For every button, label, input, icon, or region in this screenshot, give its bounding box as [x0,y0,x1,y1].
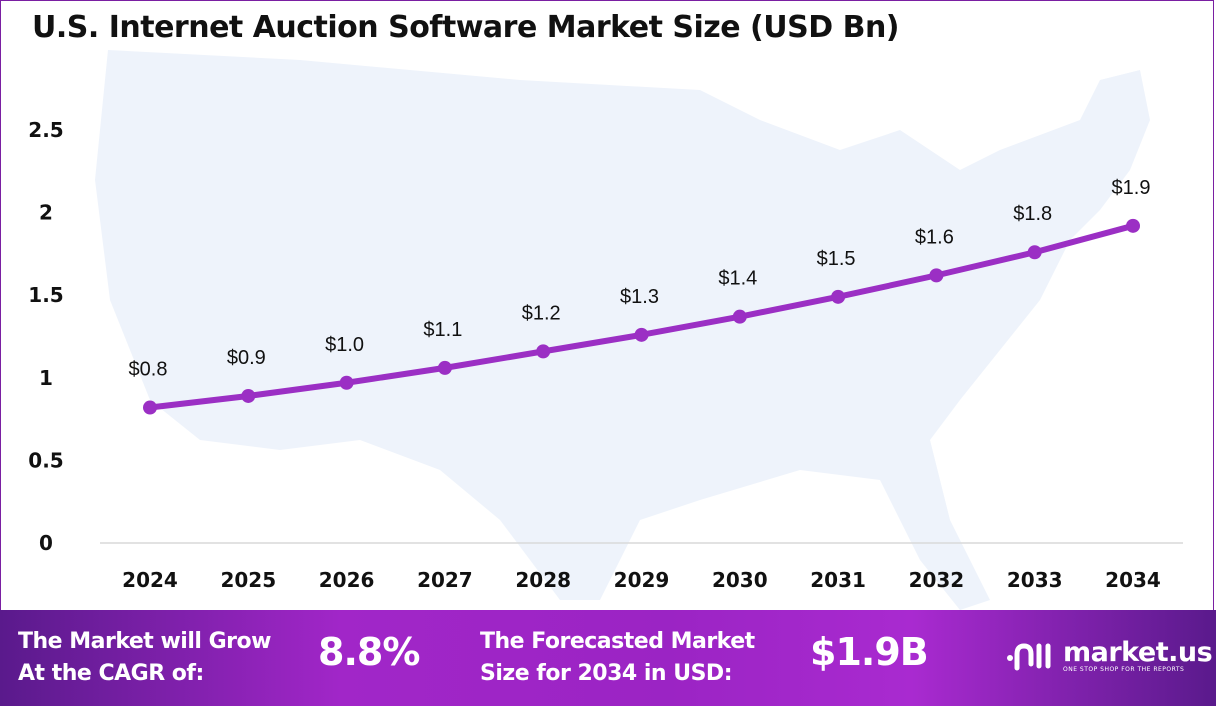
market-us-logo: market.us ONE STOP SHOP FOR THE REPORTS [1005,636,1213,674]
x-tick-label: 2034 [1105,568,1161,592]
chart-title: U.S. Internet Auction Software Market Si… [32,10,900,45]
cagr-value: 8.8% [318,630,420,674]
x-tick-label: 2024 [122,568,178,592]
data-label: $1.1 [423,319,462,341]
cagr-label-line1: The Market will Grow [18,629,271,654]
x-tick-label: 2026 [319,568,375,592]
chart-frame [0,0,1214,610]
data-label: $1.5 [817,248,856,270]
y-tick-label: 0 [39,531,53,555]
summary-banner: The Market will Grow At the CAGR of: 8.8… [0,610,1216,706]
data-point [634,327,649,342]
x-tick-label: 2031 [810,568,866,592]
data-point [732,309,747,324]
data-point [831,289,846,304]
data-point [1126,218,1140,233]
logo-name: market.us [1063,636,1213,668]
data-point [536,344,551,359]
data-label: $1.4 [718,268,757,290]
data-point [437,360,452,375]
y-tick-label: 1.5 [28,283,63,307]
data-label: $1.3 [620,286,659,308]
logo-tagline: ONE STOP SHOP FOR THE REPORTS [1063,665,1185,673]
data-point [241,388,256,403]
x-tick-label: 2027 [417,568,473,592]
data-label: $0.8 [129,359,168,381]
data-label: $1.6 [915,226,954,248]
y-tick-label: 2.5 [28,118,63,142]
forecast-label-line1: The Forecasted Market [480,629,755,654]
data-point [143,400,157,415]
cagr-label-line2: At the CAGR of: [18,661,204,686]
data-label: $0.9 [227,347,266,369]
forecast-value: $1.9B [810,630,929,674]
forecast-label: The Forecasted Market Size for 2034 in U… [480,626,755,690]
data-label: $1.2 [522,302,561,324]
data-point [339,375,354,390]
x-tick-label: 2030 [712,568,768,592]
x-tick-label: 2028 [515,568,571,592]
data-label: $1.8 [1013,203,1052,225]
us-map-background [95,50,1150,610]
data-point [929,268,944,283]
data-point [1027,245,1042,260]
x-tick-label: 2033 [1007,568,1063,592]
y-tick-label: 2 [39,201,53,225]
y-tick-label: 0.5 [28,448,63,472]
cagr-label: The Market will Grow At the CAGR of: [18,626,271,690]
x-tick-label: 2029 [614,568,670,592]
market-us-logo-icon [1007,643,1051,671]
y-tick-label: 1 [39,366,53,390]
x-tick-label: 2032 [909,568,965,592]
x-tick-label: 2025 [220,568,276,592]
data-label: $1.9 [1112,177,1151,199]
forecast-label-line2: Size for 2034 in USD: [480,661,732,686]
data-label: $1.0 [325,334,364,356]
line-chart: 0 0.5 1 1.5 2 2.5 2024 2025 2026 2027 2028 2029 203… [28,50,1183,610]
